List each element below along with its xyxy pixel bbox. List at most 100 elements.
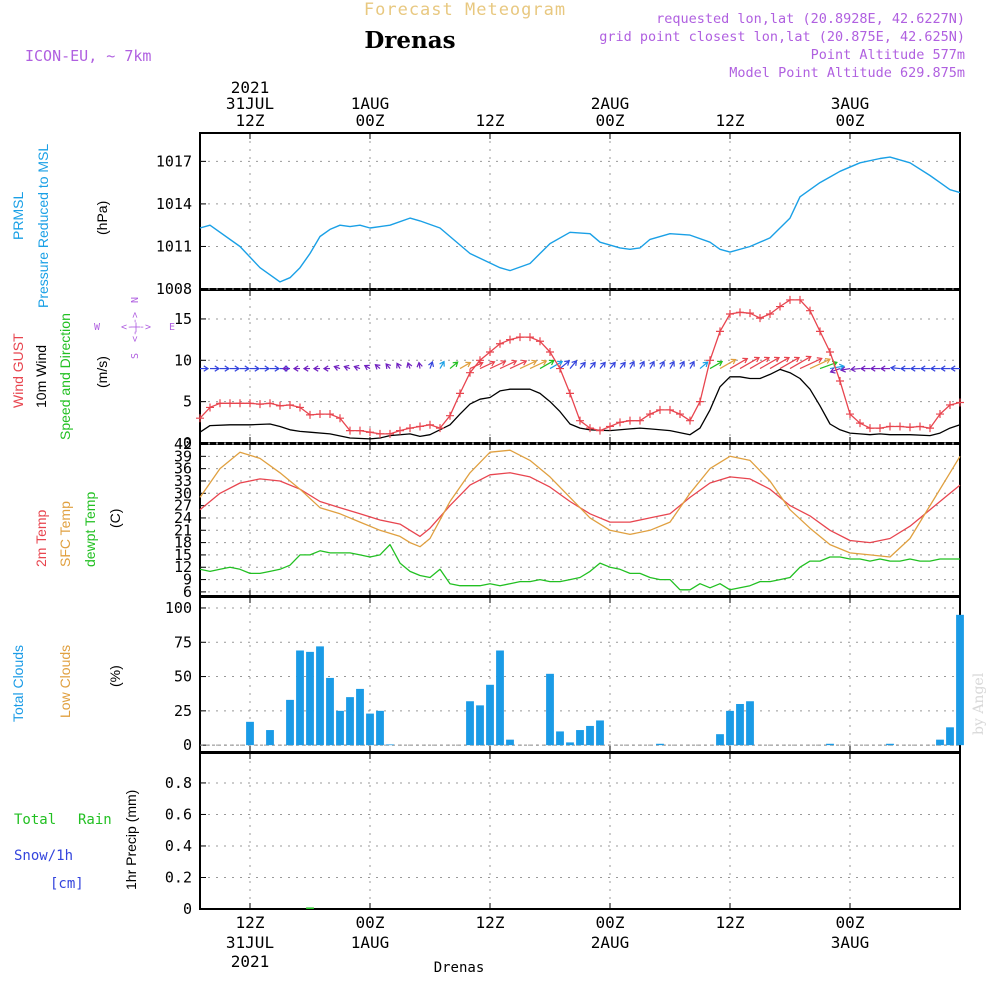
y-tick-label: 0.8 (165, 774, 192, 792)
temp-2m-line (199, 472, 961, 544)
total-clouds-bar (356, 688, 364, 746)
y-tick-label: 30 (174, 484, 192, 502)
arrow-head (254, 365, 261, 372)
wind-direction-arrow (281, 365, 290, 372)
location-title: Drenas (364, 27, 455, 54)
arrow-shaft (559, 360, 570, 370)
wind-gust-marker (476, 356, 484, 365)
wind-direction-arrow (739, 356, 761, 370)
total-clouds-bar (326, 677, 334, 746)
wind-direction-arrow (509, 359, 528, 370)
arrow-head (477, 361, 484, 368)
wind-direction-arrow (385, 363, 392, 370)
arrow-head (343, 364, 350, 371)
arrow-shaft (659, 361, 665, 369)
bottom-axis-date: 31JUL (226, 933, 274, 952)
wind-gust-marker (296, 403, 304, 412)
arrow-head (302, 365, 309, 372)
y-tick-label: 33 (174, 472, 192, 490)
arrow-shaft (489, 360, 506, 370)
wind-direction-arrow (374, 363, 381, 370)
compass-e: E (169, 322, 175, 333)
wind-direction-arrow (789, 355, 812, 370)
sfc-temp-line (199, 449, 961, 558)
total-clouds-bar (346, 697, 354, 746)
arrow-shaft (779, 357, 800, 370)
y-tick-label: 21 (174, 521, 192, 539)
wind-gust-marker (446, 411, 454, 420)
wind-gust-marker (766, 309, 774, 318)
arrow-head (838, 363, 845, 370)
arrow-head (702, 361, 709, 368)
grid-layer (200, 133, 960, 910)
wind-direction-arrow (333, 364, 341, 371)
wind-gust-marker (456, 389, 464, 398)
total-clouds-label: Total Clouds (10, 645, 26, 722)
wind-direction-arrow (230, 365, 241, 372)
wind-direction-arrow (899, 365, 910, 372)
y-tick-label: 50 (174, 668, 192, 686)
wind-direction-arrow (869, 365, 880, 372)
rain-bar (306, 907, 314, 909)
wind-direction-arrow (939, 365, 950, 372)
wind-gust-marker (606, 422, 614, 431)
arrow-shaft (499, 360, 517, 370)
top-axis-year: 2021 (231, 78, 270, 97)
arrow-head (889, 364, 896, 372)
arrow-head (840, 366, 846, 373)
sfc-temp-label: SFC Temp (57, 501, 73, 567)
bottom-axis-hour: 12Z (236, 913, 265, 932)
arrow-head (396, 362, 402, 369)
arrow-head (292, 365, 299, 372)
arrow-head (564, 360, 571, 366)
wind-direction-arrow (499, 359, 518, 370)
wind-direction-arrow (769, 356, 791, 370)
wind-direction-arrow (679, 360, 685, 369)
total-clouds-bar (286, 699, 294, 746)
wind-gust-marker (246, 399, 254, 408)
y-tick-label: 1017 (156, 152, 192, 170)
arrow-head (385, 363, 392, 370)
arrow-head (639, 360, 645, 367)
arrow-shaft (799, 357, 823, 370)
arrow-shaft (850, 367, 861, 370)
arrow-head (816, 357, 823, 363)
wind-gust-marker (516, 333, 524, 342)
wind-gust-marker (356, 426, 364, 435)
wind-gust-marker (216, 399, 224, 408)
wind-gust-marker (876, 424, 884, 433)
total-clouds-bar (366, 713, 374, 746)
arrow-head (600, 361, 606, 368)
top-axis-date: 2AUG (591, 94, 630, 113)
arrow-head (439, 360, 445, 367)
arrow-head (754, 356, 761, 363)
arrow-shaft (729, 358, 748, 370)
wind-direction-arrow (849, 365, 861, 373)
bottom-axis-year: 2021 (231, 952, 270, 971)
wind-direction-arrow (396, 362, 402, 369)
ms-unit-label: (m/s) (94, 356, 110, 388)
arrow-head (452, 361, 459, 368)
wind-gust-marker (596, 426, 604, 435)
arrow-shaft (599, 362, 606, 369)
total-clouds-bar (506, 739, 514, 746)
arrow-head (234, 365, 241, 372)
wind-direction-arrow (669, 360, 675, 369)
wind-gust-marker (366, 428, 374, 437)
arrow-head (869, 365, 876, 372)
y-tick-label: 1008 (156, 280, 192, 298)
wind-gust-marker (576, 416, 584, 425)
arrow-head (689, 360, 695, 367)
bottom-axis-date: 2AUG (591, 933, 630, 952)
total-clouds-bar (476, 705, 484, 746)
wind-direction-arrow (439, 360, 445, 369)
top-axis-date: 31JUL (226, 94, 274, 113)
arrow-head (774, 356, 781, 363)
arrow-shaft (841, 367, 851, 371)
arrow-head (764, 356, 771, 363)
dewpt-temp-label: dewpt Temp (82, 492, 98, 567)
wind-gust-marker (546, 348, 554, 357)
total-clouds-bar (336, 710, 344, 746)
arrow-head (541, 359, 548, 366)
wind-gust-marker (716, 327, 724, 336)
